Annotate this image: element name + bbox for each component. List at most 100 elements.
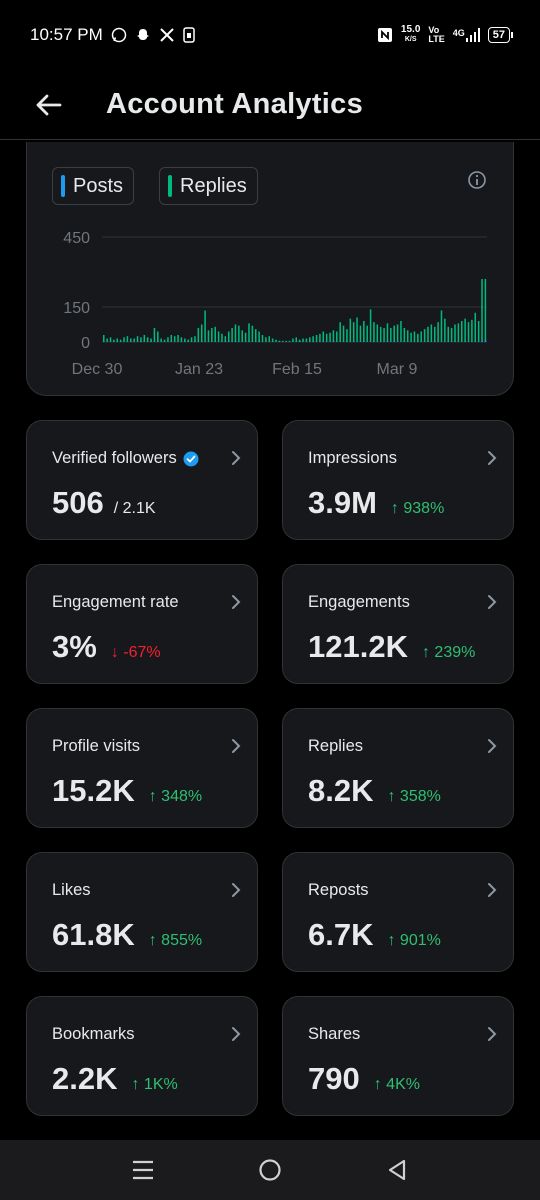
chart-bar [352, 322, 355, 342]
back-button[interactable] [26, 83, 70, 127]
volte-indicator: Vo LTE [428, 25, 445, 44]
net-speed: 15.0 K/S [400, 24, 421, 44]
stat-value-row: 8.2K ↑ 358% [308, 773, 441, 809]
stat-delta: ↑ 239% [421, 644, 476, 661]
stat-value-row: 3% ↓ -67% [52, 629, 161, 665]
back-triangle-icon [388, 1159, 405, 1181]
legend-replies-chip[interactable]: Replies [159, 167, 258, 205]
legend-posts-label: Posts [73, 174, 124, 197]
chart-bar [241, 330, 243, 342]
x-tick-label: Feb 15 [272, 361, 322, 378]
stat-value-row: 61.8K ↑ 855% [52, 917, 202, 953]
stat-card-profile-visits[interactable]: Profile visits 15.2K ↑ 348% [26, 708, 258, 828]
chart-bar [433, 326, 436, 342]
chart-bar [336, 331, 338, 342]
y-tick-label: 450 [63, 230, 90, 247]
chart-bar [352, 340, 355, 342]
chart-bar [396, 324, 399, 342]
stat-card-impressions[interactable]: Impressions 3.9M ↑ 938% [282, 420, 514, 540]
stat-label: Verified followers [52, 449, 199, 468]
chart-bar [447, 326, 450, 342]
stat-label-text: Reposts [308, 881, 369, 899]
chart-bar [477, 321, 480, 342]
chart-bar [390, 328, 392, 342]
chart-bar [268, 336, 271, 342]
chevron-right-icon [232, 883, 241, 897]
chart-bar [234, 324, 237, 342]
chart-card: Posts Replies 450 150 0 Dec 30 Jan 23 Feb 15 M… [26, 142, 514, 396]
stat-card-replies[interactable]: Replies 8.2K ↑ 358% [282, 708, 514, 828]
chart-bar [373, 340, 375, 342]
home-circle-icon [259, 1159, 281, 1181]
chart-bar [160, 338, 162, 342]
chart-bar [454, 324, 456, 342]
chart-bar [238, 325, 240, 342]
chart-bar [103, 335, 105, 342]
chart-bar [136, 336, 139, 342]
home-button[interactable] [250, 1150, 290, 1190]
x-tick-label: Jan 23 [175, 361, 223, 378]
chevron-right-icon [488, 739, 497, 753]
stat-delta: ↑ 1K% [131, 1076, 178, 1093]
chart-bar [187, 339, 189, 342]
stat-label-text: Engagement rate [52, 593, 179, 611]
stat-card-shares[interactable]: Shares 790 ↑ 4K% [282, 996, 514, 1116]
stat-delta: ↓ -67% [110, 644, 161, 661]
chart-bar [194, 336, 196, 342]
chevron-right-icon [232, 595, 241, 609]
recents-button[interactable] [123, 1150, 163, 1190]
chart-bar [106, 338, 108, 342]
chart-bar [214, 340, 216, 342]
chart-bar [271, 338, 274, 342]
x-logo-icon [160, 28, 174, 42]
chart-bar [224, 340, 227, 342]
chart-bar [116, 340, 119, 342]
stat-card-likes[interactable]: Likes 61.8K ↑ 855% [26, 852, 258, 972]
battery-indicator: 57 [487, 27, 514, 43]
chart-bar [464, 340, 466, 342]
stat-value-row: 2.2K ↑ 1K% [52, 1061, 178, 1097]
stat-card-reposts[interactable]: Reposts 6.7K ↑ 901% [282, 852, 514, 972]
chart-bar [315, 335, 318, 342]
chart-bar [444, 318, 446, 342]
chart-bar [248, 323, 250, 342]
chart-bar [393, 340, 395, 342]
chart-bar [123, 337, 125, 342]
chart-bar [251, 325, 254, 342]
stat-card-bookmarks[interactable]: Bookmarks 2.2K ↑ 1K% [26, 996, 258, 1116]
stat-card-engagements[interactable]: Engagements 121.2K ↑ 239% [282, 564, 514, 684]
system-nav-bar [0, 1140, 540, 1200]
chart-bar [319, 333, 321, 342]
stat-label: Profile visits [52, 737, 140, 756]
chart-bar [403, 340, 406, 342]
chart-bar [234, 340, 237, 342]
chart-bar [474, 340, 477, 342]
stat-label-text: Bookmarks [52, 1025, 135, 1043]
chart-bar [406, 330, 409, 342]
chart-bar [342, 325, 345, 342]
chart-bar [403, 328, 406, 342]
stat-delta: ↑ 938% [390, 500, 445, 517]
info-icon[interactable] [467, 170, 487, 190]
system-back-button[interactable] [377, 1150, 417, 1190]
chart-bar [177, 335, 179, 342]
stat-label-text: Likes [52, 881, 91, 899]
y-tick-label: 0 [81, 335, 90, 352]
chart-bar [180, 337, 183, 342]
stat-label: Reposts [308, 881, 369, 900]
bar-chart: 450 150 0 Dec 30 Jan 23 Feb 15 Mar 9 [63, 230, 487, 378]
stat-label: Impressions [308, 449, 397, 468]
chart-bar [413, 331, 416, 342]
stat-card-verified-followers[interactable]: Verified followers 506 / 2.1K [26, 420, 258, 540]
chart-bar [417, 340, 419, 342]
chart-bar [481, 340, 483, 342]
stat-value: 3.9M [308, 485, 377, 520]
legend-posts-chip[interactable]: Posts [52, 167, 135, 205]
chart-bar [373, 322, 375, 342]
chart-bar [130, 338, 132, 342]
chart-bar [227, 331, 230, 342]
stat-card-engagement-rate[interactable]: Engagement rate 3% ↓ -67% [26, 564, 258, 684]
chart-bar [200, 324, 203, 342]
stat-value: 15.2K [52, 773, 135, 808]
verified-badge-icon [183, 451, 199, 466]
